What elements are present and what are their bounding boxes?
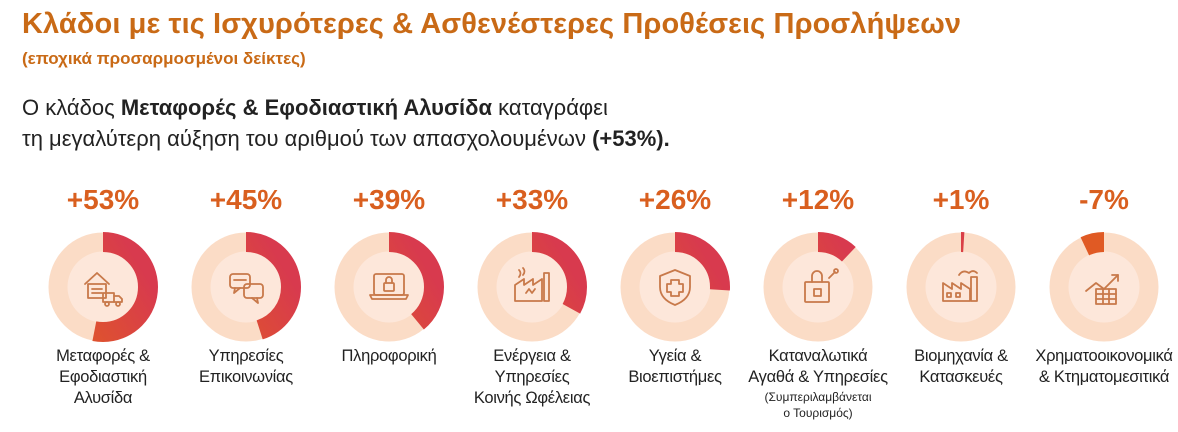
sector-label-line: & Κτηματομεσιτικά xyxy=(1038,368,1170,386)
donut-value-arc xyxy=(620,232,730,342)
lead-highlight-value: (+53%). xyxy=(592,126,670,151)
lead-line-1: Ο κλάδος Μεταφορές & Εφοδιαστική Αλυσίδα… xyxy=(22,95,608,120)
sector-label-line: Καταναλωτικά xyxy=(768,347,868,365)
sector-value-label: +53% xyxy=(66,184,140,215)
sector-label-line: Υγεία & xyxy=(648,347,702,365)
sector-label: Υγεία & Βιοεπιστήμες xyxy=(592,346,758,388)
sector-label-line: Εφοδιαστική xyxy=(59,368,147,386)
sector-value-label: -7% xyxy=(1079,184,1129,215)
sector-label-line: Μεταφορές & xyxy=(56,347,150,365)
sector-label-line: Αγαθά & Υπηρεσίες xyxy=(748,368,888,386)
sector-value-label: +1% xyxy=(932,184,990,215)
medical-shield-icon xyxy=(659,269,691,306)
sector-label-line: Χρηματοοικονομικά xyxy=(1035,347,1173,365)
sector-card: -7% Χρηματοοικονομικά & Κτηματομεσιτικά xyxy=(1029,180,1178,432)
donut-chart xyxy=(1049,232,1159,342)
laptop-lock-icon xyxy=(369,273,409,300)
sector-label: Ενέργεια & Υπηρεσίες Κοινής Ωφέλειας xyxy=(449,346,615,409)
energy-plant-icon xyxy=(514,267,550,302)
sector-note: (Συμπεριλαμβάνεται ο Τουρισμός) xyxy=(735,389,901,421)
sector-note-line: (Συμπεριλαμβάνεται xyxy=(764,390,872,404)
sector-note-line: ο Τουρισμός) xyxy=(783,406,853,420)
donut-value-arc xyxy=(48,232,158,342)
sector-label-line: Κατασκευές xyxy=(919,368,1003,386)
donut-value-arc xyxy=(477,232,587,342)
donut-hole xyxy=(782,251,854,323)
sector-card: +39% Πληροφορική xyxy=(314,180,464,432)
chat-bubbles-icon xyxy=(229,273,264,304)
sector-card: +33% Ενέργεια & Υπηρεσίες Κοινής Ωφέλειας xyxy=(457,180,607,432)
donut-value-arc xyxy=(1049,232,1159,342)
donut-hole xyxy=(353,251,425,323)
sector-value-label: +33% xyxy=(495,184,569,215)
sector-label: Βιομηχανία & Κατασκευές xyxy=(878,346,1044,388)
sector-label-line: Αλυσίδα xyxy=(73,389,133,407)
sector-label: Υπηρεσίες Επικοινωνίας xyxy=(163,346,329,388)
sector-value-label: +12% xyxy=(781,184,855,215)
sector-label-line: Κοινής Ωφέλειας xyxy=(473,389,591,407)
sector-label: Πληροφορική xyxy=(306,346,472,367)
sector-label: Χρηματοοικονομικά & Κτηματομεσιτικά xyxy=(1021,346,1178,388)
donut-hole xyxy=(496,251,568,323)
donut-hole xyxy=(1068,251,1140,323)
sector-card: +26% Υγεία & Βιοεπιστήμες xyxy=(600,180,750,432)
donut-value-arc xyxy=(906,232,1016,342)
donut-chart xyxy=(906,232,1016,342)
shopping-bag-icon xyxy=(804,268,839,303)
donut-chart xyxy=(477,232,587,342)
warehouse-truck-icon xyxy=(84,272,123,307)
sector-label-line: Επικοινωνίας xyxy=(199,368,293,386)
chart-subtitle: (εποχικά προσαρμοσμένοι δείκτες) xyxy=(22,49,306,68)
sector-label-line: Βιομηχανία & xyxy=(914,347,1008,365)
chart-title: Κλάδοι με τις Ισχυρότερες & Ασθενέστερες… xyxy=(22,8,962,40)
lead-text: Ο κλάδος Μεταφορές & Εφοδιαστική Αλυσίδα… xyxy=(22,92,670,154)
lead-highlight-sector: Μεταφορές & Εφοδιαστική Αλυσίδα xyxy=(120,95,493,120)
sector-label-line: Υπηρεσίες xyxy=(494,368,570,386)
sector-value-label: +39% xyxy=(352,184,426,215)
sector-label-line: Πληροφορική xyxy=(341,347,437,365)
sector-label-line: Υπηρεσίες xyxy=(208,347,284,365)
donut-chart xyxy=(620,232,730,342)
donut-hole xyxy=(639,251,711,323)
sector-card: +1% Βιομηχανία & Κατασκευές xyxy=(886,180,1036,432)
sector-label-line: Βιοεπιστήμες xyxy=(628,368,722,386)
sector-value-label: +45% xyxy=(209,184,283,215)
lead-line-2: τη μεγαλύτερη αύξηση του αριθμού των απα… xyxy=(22,126,670,151)
sector-label: Καταναλωτικά Αγαθά & Υπηρεσίες xyxy=(735,346,901,388)
donut-chart xyxy=(334,232,444,342)
donut-value-arc xyxy=(763,232,873,342)
sector-value-label: +26% xyxy=(638,184,712,215)
sector-label: Μεταφορές & Εφοδιαστική Αλυσίδα xyxy=(20,346,186,409)
sector-card: +12% Καταναλωτικά Αγαθά & Υπηρεσίες (Συμπερ… xyxy=(743,180,893,432)
donut-hole xyxy=(210,251,282,323)
donut-chart xyxy=(763,232,873,342)
sector-card: +53% Μεταφορές & Εφοδιαστική Αλυσίδα xyxy=(28,180,178,432)
donut-chart xyxy=(191,232,301,342)
factory-icon xyxy=(942,270,978,302)
donut-value-arc xyxy=(191,232,301,342)
growth-chart-icon xyxy=(1085,274,1119,305)
sector-card: +45% Υπηρεσίες Επικοινωνίας xyxy=(171,180,321,432)
donut-value-arc xyxy=(334,232,444,342)
sector-label-line: Ενέργεια & xyxy=(493,347,571,365)
donut-chart xyxy=(48,232,158,342)
